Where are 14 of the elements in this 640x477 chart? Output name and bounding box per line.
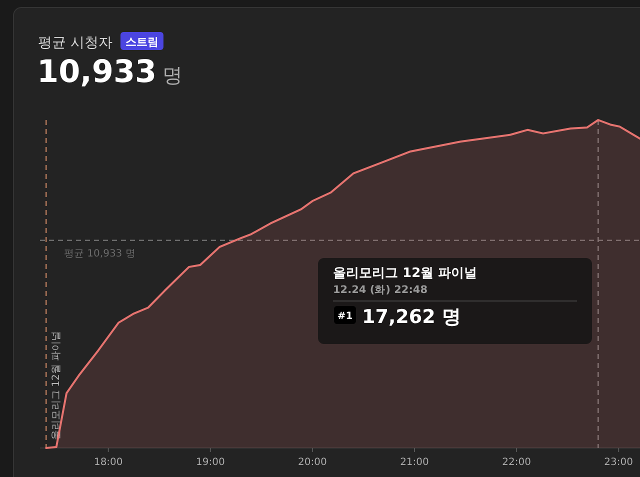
annotation: 올리모리그 12월 파이널: [333, 266, 478, 281]
x-tick-label: 18:00: [94, 457, 123, 468]
badge: 스트림: [120, 32, 164, 50]
x-tick-label: 19:00: [196, 457, 225, 468]
annotation: #1: [337, 311, 353, 322]
annotation: 17,262 명: [362, 306, 461, 328]
chart-title: 평균 시청자: [38, 35, 112, 51]
ref-line-label: 평균 10,933 명: [64, 248, 136, 260]
chart-subtitle: 10,933 명: [37, 54, 183, 90]
x-tick-label: 22:00: [502, 457, 531, 468]
x-tick-label: 23:00: [604, 457, 633, 468]
x-tick-label: 20:00: [298, 457, 327, 468]
annotation: 12.24 (화) 22:48: [333, 284, 428, 296]
x-tick-label: 21:00: [400, 457, 429, 468]
